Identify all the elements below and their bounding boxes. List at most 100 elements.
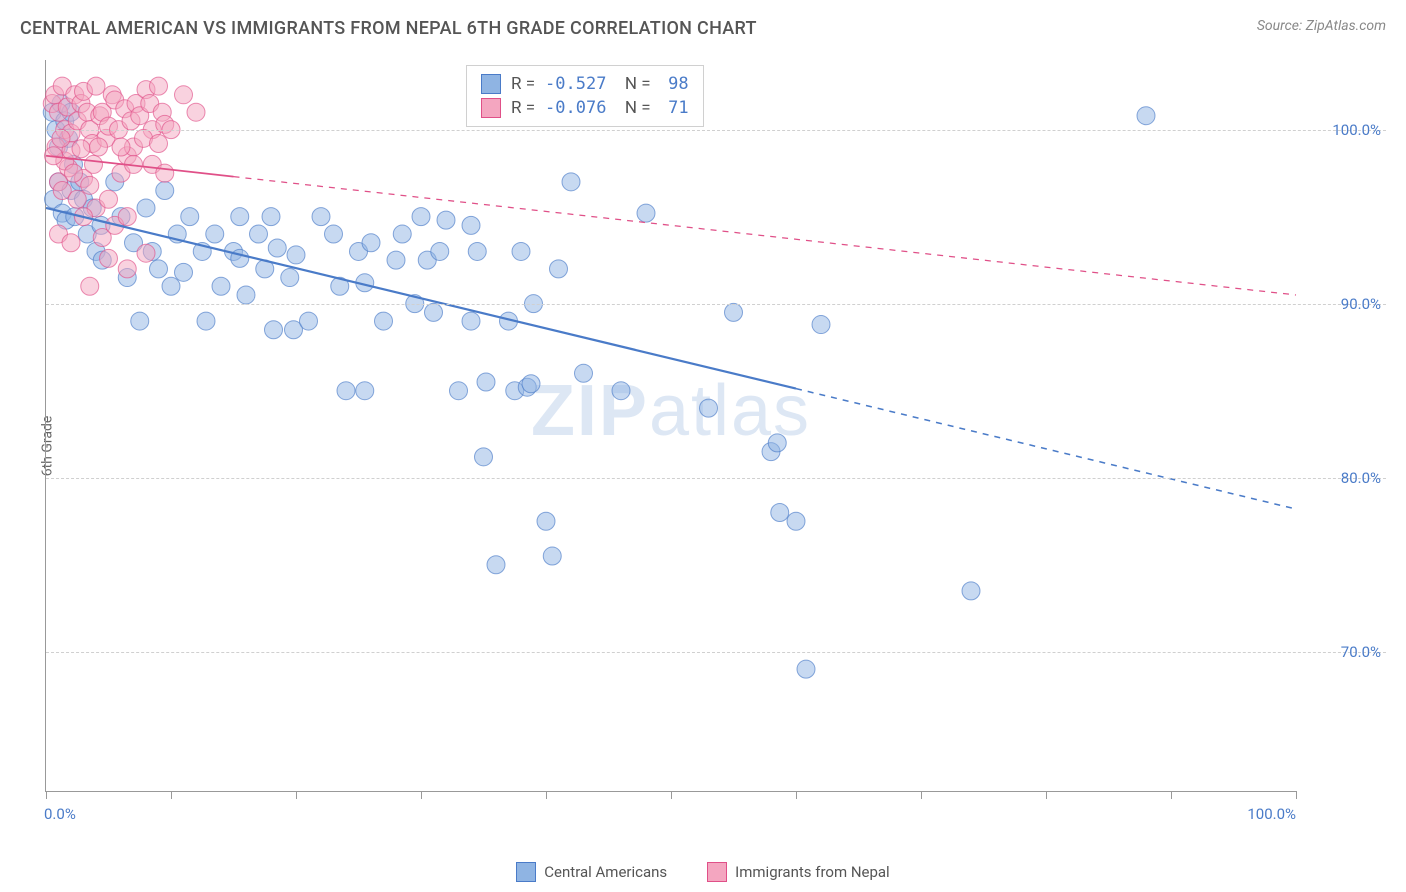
x-tick <box>171 791 172 799</box>
scatter-point <box>287 246 305 264</box>
scatter-point <box>431 242 449 260</box>
legend-n-value: 71 <box>661 98 689 118</box>
legend-n-value: 98 <box>661 74 689 94</box>
gridline-h <box>46 478 1386 479</box>
scatter-point <box>231 208 249 226</box>
x-tick <box>1171 791 1172 799</box>
scatter-point <box>81 277 99 295</box>
x-tick <box>421 791 422 799</box>
scatter-point <box>962 582 980 600</box>
scatter-point <box>537 512 555 530</box>
legend-swatch <box>481 74 501 94</box>
scatter-point <box>468 242 486 260</box>
scatter-point <box>197 312 215 330</box>
scatter-point <box>237 286 255 304</box>
scatter-point <box>62 234 80 252</box>
series-legend-item: Central Americans <box>516 862 667 882</box>
x-tick <box>671 791 672 799</box>
y-tick-label: 70.0% <box>1301 643 1381 661</box>
scatter-point <box>325 225 343 243</box>
scatter-point <box>550 260 568 278</box>
correlation-legend-row: R = -0.076 N = 71 <box>481 96 689 120</box>
scatter-point <box>65 164 83 182</box>
scatter-point <box>450 382 468 400</box>
chart-header: CENTRAL AMERICAN VS IMMIGRANTS FROM NEPA… <box>0 0 1406 47</box>
plot-area: ZIPatlas R = -0.527 N = 98R = -0.076 N =… <box>45 60 1296 792</box>
series-legend: Central Americans Immigrants from Nepal <box>0 862 1406 882</box>
scatter-point <box>181 208 199 226</box>
scatter-point <box>337 382 355 400</box>
y-tick-label: 80.0% <box>1301 469 1381 487</box>
trend-line-dashed <box>234 177 1297 295</box>
scatter-point <box>475 448 493 466</box>
scatter-point <box>150 260 168 278</box>
scatter-point <box>118 260 136 278</box>
legend-n-label: N = <box>616 74 650 94</box>
y-tick-label: 100.0% <box>1301 121 1381 139</box>
scatter-point <box>393 225 411 243</box>
scatter-point <box>112 138 130 156</box>
scatter-point <box>162 277 180 295</box>
scatter-point <box>462 216 480 234</box>
legend-r-label: R = <box>511 74 535 94</box>
x-tick <box>296 791 297 799</box>
scatter-point <box>612 382 630 400</box>
scatter-point <box>543 547 561 565</box>
chart-title: CENTRAL AMERICAN VS IMMIGRANTS FROM NEPA… <box>20 18 757 39</box>
scatter-point <box>100 249 118 267</box>
scatter-point <box>187 103 205 121</box>
scatter-point <box>118 208 136 226</box>
scatter-point <box>137 199 155 217</box>
scatter-point <box>387 251 405 269</box>
scatter-point <box>265 321 283 339</box>
scatter-point <box>425 303 443 321</box>
scatter-point <box>562 173 580 191</box>
chart-source: Source: ZipAtlas.com <box>1257 18 1386 34</box>
scatter-point <box>90 138 108 156</box>
scatter-point <box>575 364 593 382</box>
scatter-point <box>250 225 268 243</box>
scatter-point <box>206 225 224 243</box>
correlation-legend-row: R = -0.527 N = 98 <box>481 72 689 96</box>
legend-r-value: -0.527 <box>545 74 606 94</box>
scatter-point <box>812 316 830 334</box>
legend-swatch <box>481 98 501 118</box>
series-legend-label: Immigrants from Nepal <box>735 863 890 881</box>
scatter-point <box>1137 107 1155 125</box>
scatter-point <box>175 263 193 281</box>
scatter-point <box>522 375 540 393</box>
scatter-point <box>437 211 455 229</box>
scatter-point <box>797 660 815 678</box>
scatter-point <box>362 234 380 252</box>
scatter-point <box>175 86 193 104</box>
scatter-point <box>212 277 230 295</box>
scatter-point <box>725 303 743 321</box>
scatter-point <box>462 312 480 330</box>
x-tick <box>921 791 922 799</box>
scatter-point <box>268 239 286 257</box>
x-tick <box>546 791 547 799</box>
scatter-point <box>700 399 718 417</box>
legend-swatch <box>707 862 727 882</box>
scatter-point <box>637 204 655 222</box>
scatter-point <box>68 190 86 208</box>
scatter-point <box>787 512 805 530</box>
chart-container: 6th Grade ZIPatlas R = -0.527 N = 98R = … <box>45 60 1386 832</box>
scatter-svg <box>46 60 1296 791</box>
scatter-point <box>487 556 505 574</box>
legend-n-label: N = <box>616 98 650 118</box>
scatter-point <box>262 208 280 226</box>
trend-line-solid <box>46 208 796 389</box>
legend-swatch <box>516 862 536 882</box>
scatter-point <box>477 373 495 391</box>
scatter-point <box>768 434 786 452</box>
scatter-point <box>131 312 149 330</box>
scatter-point <box>81 176 99 194</box>
series-legend-label: Central Americans <box>544 863 667 881</box>
scatter-point <box>156 164 174 182</box>
gridline-h <box>46 304 1386 305</box>
x-tick <box>1296 791 1297 799</box>
scatter-point <box>312 208 330 226</box>
trend-line-dashed <box>796 389 1296 509</box>
scatter-point <box>85 155 103 173</box>
